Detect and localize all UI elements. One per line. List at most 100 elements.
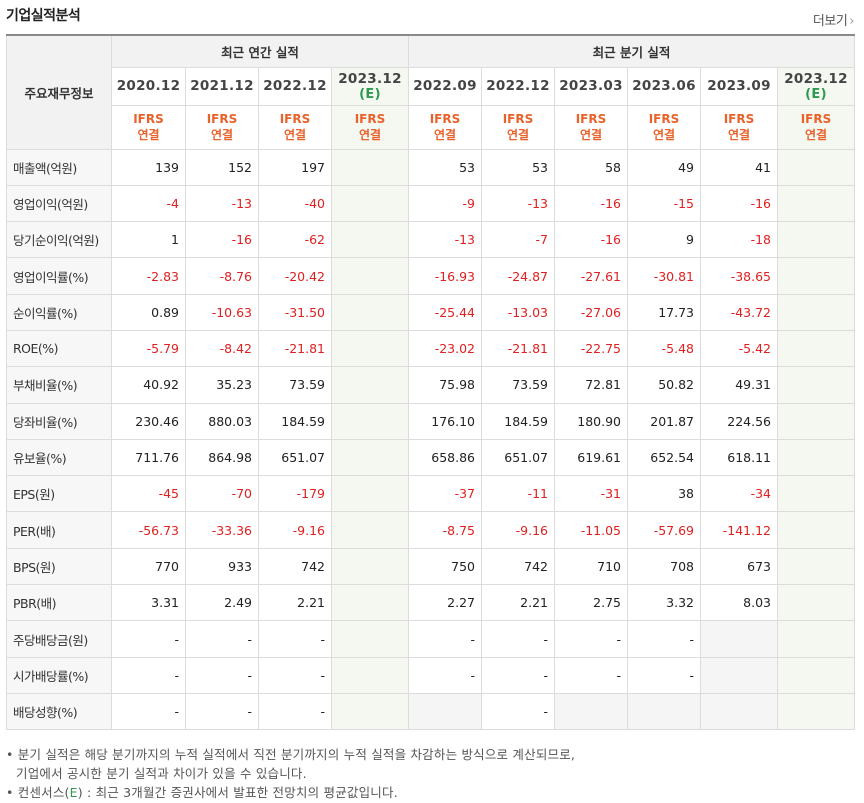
- accounting-basis: IFRS 연결: [331, 104, 409, 150]
- metric-value: 618.11: [700, 438, 778, 477]
- metric-value: -: [481, 692, 555, 731]
- metric-value: [777, 329, 855, 368]
- metric-value: -2.83: [111, 257, 186, 295]
- metric-value: [331, 656, 409, 694]
- ifrs-label: IFRS: [206, 112, 238, 126]
- section-header: 기업실적분석 더보기 ›: [0, 0, 864, 34]
- metric-value: -9.16: [481, 511, 555, 549]
- metric-value: -9: [408, 184, 482, 223]
- metric-value: -8.42: [185, 329, 259, 368]
- metric-value: [331, 257, 409, 295]
- metric-value: 2.27: [408, 584, 482, 622]
- metric-value: -: [111, 656, 186, 694]
- metric-value: 652.54: [627, 438, 701, 477]
- metric-label: 당좌비율(%): [6, 402, 112, 440]
- metric-value: [777, 366, 855, 404]
- metric-label: ROE(%): [6, 329, 112, 368]
- period-header: 2023.06: [627, 66, 701, 106]
- more-link[interactable]: 더보기 ›: [812, 10, 855, 29]
- metric-value: [331, 511, 409, 549]
- ifrs-label: IFRS: [502, 112, 534, 126]
- metric-value: 2.49: [185, 584, 259, 622]
- metric-value: 708: [627, 547, 701, 586]
- period-header: 2020.12: [111, 66, 186, 106]
- metric-value: -: [408, 620, 482, 658]
- metric-value: 152: [185, 148, 259, 186]
- metric-value: -9.16: [258, 511, 332, 549]
- metric-label: 순이익률(%): [6, 293, 112, 331]
- metric-value: 72.81: [554, 366, 628, 404]
- metric-value: -16.93: [408, 257, 482, 295]
- table-row: 영업이익률(%) -2.83 -8.76 -20.42 -16.93 -24.87 -27.…: [6, 257, 855, 295]
- metric-label: 영업이익률(%): [6, 257, 112, 295]
- chevron-right-icon[interactable]: ›: [849, 14, 854, 29]
- metric-value: -11.05: [554, 511, 628, 549]
- metric-value: -16: [554, 221, 628, 259]
- metric-label: 주당배당금(원): [6, 620, 112, 658]
- metric-value: -8.76: [185, 257, 259, 295]
- more-label[interactable]: 더보기: [812, 14, 848, 29]
- metric-value: -21.81: [258, 329, 332, 368]
- metric-value: -: [185, 692, 259, 731]
- metric-value: 230.46: [111, 402, 186, 440]
- period-label: 2022.12: [486, 78, 550, 94]
- metric-value: [554, 692, 628, 731]
- estimate-mark: E: [69, 785, 78, 800]
- consolidated-label: 연결: [506, 128, 530, 142]
- metric-value: [777, 257, 855, 295]
- footnotes: • 분기 실적은 해당 분기까지의 누적 실적에서 직전 분기까지의 누적 실적…: [6, 745, 575, 802]
- consolidated-label: 연결: [579, 128, 603, 142]
- metric-value: 184.59: [481, 402, 555, 440]
- table-row: EPS(원) -45 -70 -179 -37 -11 -31 38 -34: [6, 475, 855, 513]
- metric-label: PBR(배): [6, 584, 112, 622]
- metric-label: 시가배당률(%): [6, 656, 112, 694]
- metric-value: -15: [627, 184, 701, 223]
- metric-value: 864.98: [185, 438, 259, 477]
- period-label: 2023.09: [707, 78, 771, 94]
- ifrs-label: IFRS: [429, 112, 461, 126]
- metric-value: -62: [258, 221, 332, 259]
- metric-value: [777, 656, 855, 694]
- metric-value: 180.90: [554, 402, 628, 440]
- period-header: 2022.12: [481, 66, 555, 106]
- row-header-label: 주요재무정보: [6, 34, 112, 150]
- footnote-consensus-suffix: ) : 최근 3개월간 증권사에서 발표한 전망치의 평균값입니다.: [77, 785, 398, 800]
- accounting-basis: IFRS 연결: [408, 104, 482, 150]
- consolidated-label: 연결: [652, 128, 676, 142]
- metric-value: 619.61: [554, 438, 628, 477]
- metric-value: 176.10: [408, 402, 482, 440]
- metric-value: [331, 620, 409, 658]
- metric-value: -: [627, 656, 701, 694]
- metric-value: 933: [185, 547, 259, 586]
- metric-label: BPS(원): [6, 547, 112, 586]
- group-quarter-header: 최근 분기 실적: [408, 34, 855, 68]
- metric-value: -16: [185, 221, 259, 259]
- metric-value: [777, 692, 855, 731]
- consolidated-label: 연결: [137, 128, 160, 142]
- table-row: 순이익률(%) 0.89 -10.63 -31.50 -25.44 -13.03 -27.0…: [6, 293, 855, 331]
- ifrs-label: IFRS: [723, 112, 755, 126]
- metric-value: 197: [258, 148, 332, 186]
- metric-value: 49.31: [700, 366, 778, 404]
- metric-value: 742: [258, 547, 332, 586]
- metric-value: [700, 692, 778, 731]
- metric-value: -20.42: [258, 257, 332, 295]
- metric-value: -23.02: [408, 329, 482, 368]
- period-label: 2021.12: [190, 78, 254, 94]
- metric-label: PER(배): [6, 511, 112, 549]
- metric-value: -: [481, 656, 555, 694]
- metric-value: -13.03: [481, 293, 555, 331]
- metric-value: -33.36: [185, 511, 259, 549]
- period-header: 2023.12 (E): [777, 66, 855, 106]
- period-label: 2022.12: [263, 78, 327, 94]
- metric-value: 2.75: [554, 584, 628, 622]
- metric-value: -27.61: [554, 257, 628, 295]
- metric-value: [777, 293, 855, 331]
- metric-value: [331, 329, 409, 368]
- estimate-mark: (E): [805, 86, 827, 102]
- consolidated-label: 연결: [358, 128, 382, 142]
- metric-value: 75.98: [408, 366, 482, 404]
- metric-value: 3.32: [627, 584, 701, 622]
- metric-value: 224.56: [700, 402, 778, 440]
- metric-value: [777, 221, 855, 259]
